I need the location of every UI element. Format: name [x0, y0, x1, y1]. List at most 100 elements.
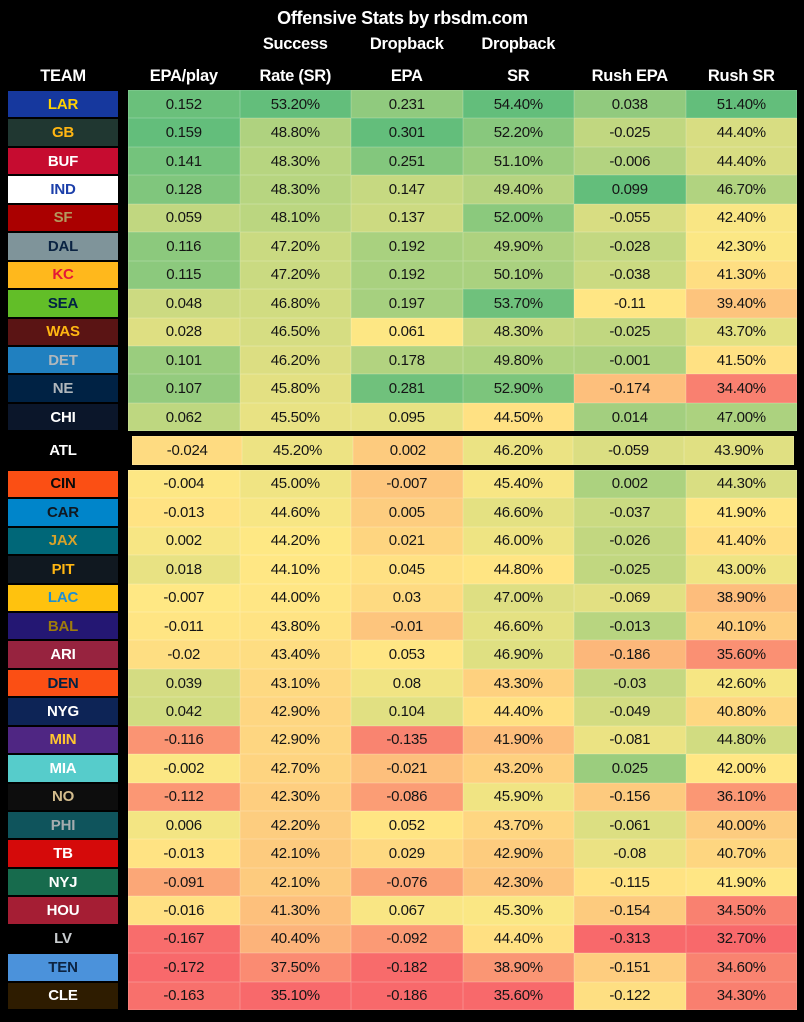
- stat-cell: 0.053: [351, 640, 463, 669]
- stat-cell: -0.01: [351, 611, 463, 641]
- stat-cell: 42.30%: [239, 782, 351, 811]
- table-row: DEN 0.039 43.10% 0.08 43.30% -0.03 42.60%: [8, 668, 797, 698]
- stat-cell: -0.004: [128, 469, 240, 499]
- stat-cell: -0.122: [574, 981, 686, 1011]
- stat-cells: -0.091 42.10% -0.076 42.30% -0.115 41.90%: [128, 867, 797, 897]
- stat-cell: 52.00%: [462, 203, 574, 233]
- stat-cells: -0.002 42.70% -0.021 43.20% 0.025 42.00%: [128, 754, 797, 783]
- stat-cell: 0.281: [351, 374, 463, 403]
- stat-cells: -0.02 43.40% 0.053 46.90% -0.186 35.60%: [128, 640, 797, 669]
- table-row: HOU -0.016 41.30% 0.067 45.30% -0.154 34.50%: [8, 896, 797, 925]
- table-row: JAX 0.002 44.20% 0.021 46.00% -0.026 41.40%: [8, 526, 797, 556]
- stat-cell: 48.80%: [239, 118, 351, 147]
- table-row: BAL -0.011 43.80% -0.01 46.60% -0.013 40.10%: [8, 611, 797, 641]
- stat-cell: 48.30%: [239, 146, 351, 176]
- stat-cell: 45.80%: [239, 374, 351, 403]
- stat-cell: 32.70%: [685, 924, 797, 954]
- team-cell: TEN: [8, 954, 118, 981]
- stat-cell: 42.10%: [239, 839, 351, 868]
- stat-cells: 0.018 44.10% 0.045 44.80% -0.025 43.00%: [128, 555, 797, 584]
- table-row: CAR -0.013 44.60% 0.005 46.60% -0.037 41.90%: [8, 498, 797, 527]
- stat-cell: 47.20%: [239, 260, 351, 290]
- column-header: Success: [262, 35, 328, 53]
- stat-cell: 0.014: [574, 402, 686, 432]
- stat-cell: 43.10%: [239, 668, 351, 698]
- stat-cells: 0.042 42.90% 0.104 44.40% -0.049 40.80%: [128, 697, 797, 726]
- stat-cell: 0.052: [351, 811, 463, 840]
- table-row: NYJ -0.091 42.10% -0.076 42.30% -0.115 41.90%: [8, 867, 797, 897]
- stat-cell: 0.025: [574, 754, 686, 783]
- team-cell: ATL: [8, 436, 118, 465]
- stat-cell: -0.016: [128, 896, 240, 925]
- stat-cell: -0.028: [574, 232, 686, 261]
- stat-cells: 0.116 47.20% 0.192 49.90% -0.028 42.30%: [128, 232, 797, 261]
- stat-cell: -0.03: [574, 668, 686, 698]
- stat-cell: 41.90%: [462, 725, 574, 755]
- stat-cell: 0.061: [351, 317, 463, 346]
- table-row: GB 0.159 48.80% 0.301 52.20% -0.025 44.40%: [8, 118, 797, 147]
- stat-cell: 46.90%: [462, 640, 574, 669]
- stat-cell: 52.20%: [462, 118, 574, 147]
- stat-cell: -0.167: [128, 924, 240, 954]
- table-row: PHI 0.006 42.20% 0.052 43.70% -0.061 40.00%: [8, 811, 797, 840]
- stat-cell: 53.20%: [239, 90, 351, 119]
- stat-cell: -0.038: [574, 260, 686, 290]
- stat-cell: 0.059: [128, 203, 240, 233]
- stat-cells: -0.007 44.00% 0.03 47.00% -0.069 38.90%: [128, 583, 797, 612]
- stat-cells: 0.048 46.80% 0.197 53.70% -0.11 39.40%: [128, 289, 797, 318]
- stat-cell: 34.50%: [685, 896, 797, 925]
- team-cell: SEA: [8, 290, 118, 317]
- stat-cell: -0.026: [574, 526, 686, 556]
- stat-cell: 40.70%: [685, 839, 797, 868]
- stat-cell: 49.80%: [462, 345, 574, 375]
- stat-cell: -0.025: [574, 555, 686, 584]
- table-row: SEA 0.048 46.80% 0.197 53.70% -0.11 39.40%: [8, 289, 797, 318]
- stat-cell: 42.90%: [462, 839, 574, 868]
- stat-cell: 44.50%: [462, 402, 574, 432]
- stat-cell: 0.002: [574, 469, 686, 499]
- stat-cell: 40.80%: [685, 697, 797, 726]
- stat-cell: 38.90%: [685, 583, 797, 612]
- stat-cell: 0.152: [128, 90, 240, 119]
- stat-cell: 42.30%: [462, 867, 574, 897]
- stat-cell: 44.60%: [239, 498, 351, 527]
- column-header: EPA: [390, 67, 423, 85]
- stat-cell: -0.081: [574, 725, 686, 755]
- stat-cell: -0.135: [351, 725, 463, 755]
- stat-cell: -0.076: [351, 867, 463, 897]
- column-header: EPA/play: [149, 67, 218, 85]
- stat-cell: 0.042: [128, 697, 240, 726]
- stat-cells: 0.006 42.20% 0.052 43.70% -0.061 40.00%: [128, 811, 797, 840]
- table-row: IND 0.128 48.30% 0.147 49.40% 0.099 46.70%: [8, 175, 797, 204]
- stat-cell: 44.80%: [462, 555, 574, 584]
- stat-cell: 40.10%: [685, 611, 797, 641]
- stat-cells: -0.004 45.00% -0.007 45.40% 0.002 44.30%: [128, 469, 797, 499]
- stat-cells: -0.167 40.40% -0.092 44.40% -0.313 32.70%: [128, 924, 797, 954]
- stat-cell: 0.115: [128, 260, 240, 290]
- stat-cell: 0.192: [351, 232, 463, 261]
- team-cell: NE: [8, 375, 118, 402]
- stat-cell: -0.013: [574, 611, 686, 641]
- stat-cell: 42.00%: [685, 754, 797, 783]
- stat-cell: 0.03: [351, 583, 463, 612]
- page-title: Offensive Stats by rbsdm.com: [277, 8, 528, 28]
- stat-cell: 43.80%: [239, 611, 351, 641]
- stat-cell: 43.70%: [685, 317, 797, 346]
- stat-cell: 0.002: [352, 436, 463, 465]
- stat-cell: 43.20%: [462, 754, 574, 783]
- stat-cell: -0.049: [574, 697, 686, 726]
- stat-cell: -0.069: [574, 583, 686, 612]
- table-row: SF 0.059 48.10% 0.137 52.00% -0.055 42.40%: [8, 203, 797, 233]
- stat-cell: 47.00%: [462, 583, 574, 612]
- team-cell: HOU: [8, 897, 118, 924]
- table-row: DAL 0.116 47.20% 0.192 49.90% -0.028 42.30%: [8, 232, 797, 261]
- team-cell: SF: [8, 204, 118, 232]
- table-row: DET 0.101 46.20% 0.178 49.80% -0.001 41.50%: [8, 345, 797, 375]
- stat-cell: 49.90%: [462, 232, 574, 261]
- stat-cells: 0.115 47.20% 0.192 50.10% -0.038 41.30%: [128, 260, 797, 290]
- stat-cell: 42.20%: [239, 811, 351, 840]
- stat-cell: 44.40%: [462, 697, 574, 726]
- team-cell: MIN: [8, 726, 118, 754]
- stat-cells: 0.002 44.20% 0.021 46.00% -0.026 41.40%: [128, 526, 797, 556]
- stat-cell: 0.137: [351, 203, 463, 233]
